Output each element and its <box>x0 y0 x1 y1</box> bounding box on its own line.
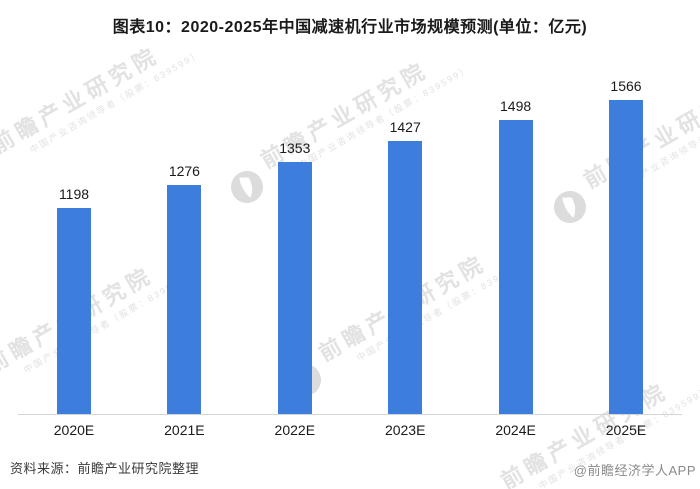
x-axis-label: 2020E <box>53 422 95 438</box>
x-axis-label: 2022E <box>274 422 316 438</box>
x-axis-line <box>18 414 682 415</box>
x-axis-label: 2023E <box>384 422 426 438</box>
bar-value-label: 1198 <box>58 186 90 202</box>
source-note: 资料来源：前瞻产业研究院整理 <box>10 461 200 476</box>
x-axis-label: 2021E <box>164 422 205 438</box>
bar <box>277 162 312 414</box>
bar <box>609 100 643 414</box>
bar <box>57 208 91 414</box>
bar <box>388 141 423 414</box>
bar-value-label: 1353 <box>279 140 311 156</box>
bar <box>167 185 202 414</box>
chart-title: 图表10：2020-2025年中国减速机行业市场规模预测(单位：亿元) <box>112 19 588 36</box>
x-axis-label: 2024E <box>495 422 536 438</box>
bar-value-label: 1276 <box>168 163 200 179</box>
credit-note: @前瞻经济学人APP <box>573 463 696 478</box>
bar <box>498 120 533 414</box>
bar-value-label: 1498 <box>500 98 532 114</box>
bar-value-label: 1427 <box>389 119 421 135</box>
x-axis-label: 2025E <box>605 422 647 438</box>
bar-value-label: 1566 <box>610 78 642 94</box>
